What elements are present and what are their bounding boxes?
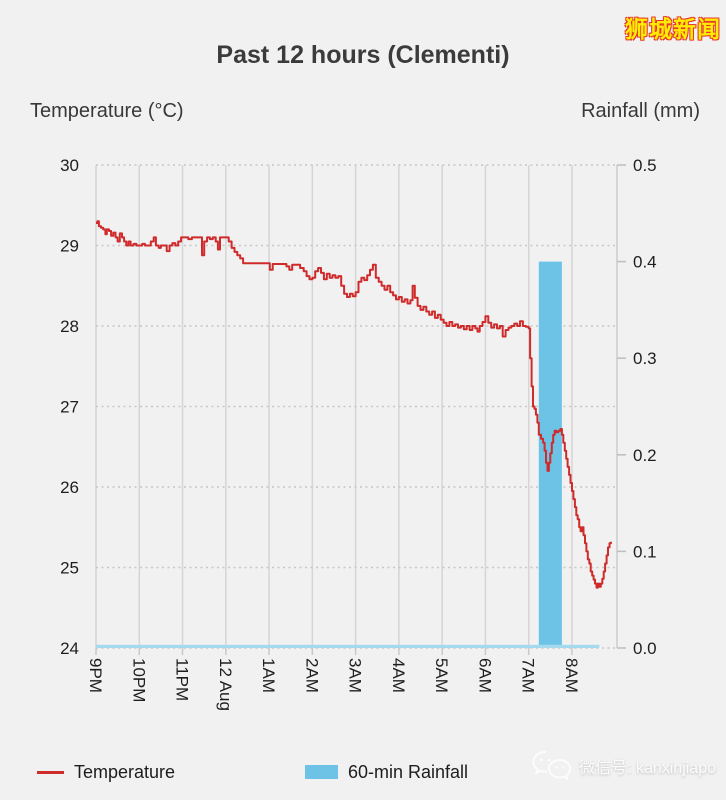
x-axis-tick-label: 3AM bbox=[346, 658, 365, 693]
x-axis-tick-label: 12 Aug bbox=[216, 658, 235, 711]
legend-item-temperature: Temperature bbox=[37, 757, 175, 787]
right-axis-tick-label: 0.0 bbox=[633, 639, 657, 658]
page-title: Past 12 hours (Clementi) bbox=[216, 41, 510, 69]
right-axis-tick-label: 0.1 bbox=[633, 542, 657, 561]
left-axis-tick-label: 27 bbox=[60, 398, 79, 417]
left-axis-tick-label: 29 bbox=[60, 237, 79, 256]
watermark-text: 微信号: kanxinjiapo bbox=[579, 760, 716, 777]
chart-legend: Temperature 60-min Rainfall bbox=[0, 757, 726, 787]
x-axis-tick-label: 7AM bbox=[519, 658, 538, 693]
rainfall-bar-swatch bbox=[305, 765, 338, 779]
legend-label-temperature: Temperature bbox=[74, 761, 176, 782]
right-axis-tick-label: 0.5 bbox=[633, 156, 657, 175]
x-axis-tick-label: 8AM bbox=[562, 658, 581, 693]
x-axis-tick-label: 5AM bbox=[432, 658, 451, 693]
left-axis-tick-label: 25 bbox=[60, 559, 79, 578]
x-axis-tick-label: 11PM bbox=[173, 658, 192, 701]
right-axis-tick-label: 0.4 bbox=[633, 253, 657, 272]
right-axis-title: Rainfall (mm) bbox=[581, 100, 700, 122]
x-axis-tick-label: 2AM bbox=[302, 658, 321, 693]
left-axis-tick-label: 28 bbox=[60, 317, 79, 336]
left-axis-title: Temperature (°C) bbox=[30, 100, 184, 122]
left-axis-tick-label: 30 bbox=[60, 156, 79, 175]
x-axis-tick-label: 9PM bbox=[86, 658, 105, 693]
watermark: 微信号: kanxinjiapo bbox=[531, 746, 716, 786]
left-axis-tick-label: 24 bbox=[60, 639, 79, 658]
legend-item-rainfall: 60-min Rainfall bbox=[305, 757, 468, 787]
site-logo: 狮城新闻 bbox=[625, 16, 721, 42]
left-axis-tick-label: 26 bbox=[60, 478, 79, 497]
right-axis-tick-label: 0.2 bbox=[633, 446, 657, 465]
x-axis-tick-label: 10PM bbox=[129, 658, 148, 702]
temperature-line bbox=[96, 220, 612, 589]
x-axis-tick-label: 1AM bbox=[259, 658, 278, 693]
right-axis-tick-label: 0.3 bbox=[633, 349, 657, 368]
rainfall-zero-baseline bbox=[96, 644, 600, 648]
temperature-line-swatch bbox=[37, 770, 64, 774]
x-axis-tick-label: 6AM bbox=[475, 658, 494, 693]
legend-label-rainfall: 60-min Rainfall bbox=[348, 761, 469, 782]
wechat-icon bbox=[532, 751, 572, 781]
x-axis-tick-label: 4AM bbox=[389, 658, 408, 693]
